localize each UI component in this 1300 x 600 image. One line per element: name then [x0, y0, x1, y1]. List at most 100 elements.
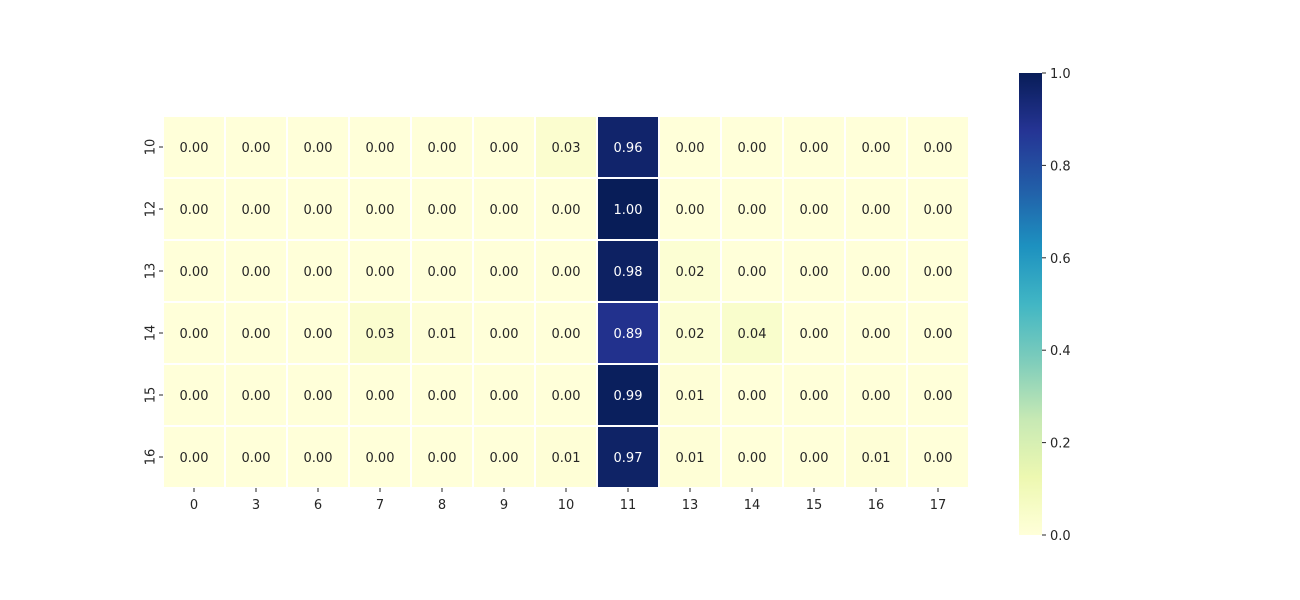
- heatmap-cell: [658, 301, 722, 365]
- colorbar-tick-label: 1.0: [1050, 67, 1071, 82]
- heatmap-cell: [286, 301, 350, 365]
- heatmap-cell: [534, 177, 598, 241]
- cell-value-label: 0.00: [180, 451, 209, 466]
- cell-value-label: 0.03: [366, 327, 395, 342]
- y-tick-label: 15: [144, 387, 159, 404]
- heatmap-cell: [906, 425, 970, 489]
- heatmap-cell: [782, 239, 846, 303]
- cell-value-label: 0.00: [862, 389, 891, 404]
- x-tick-label: 3: [252, 498, 260, 513]
- heatmap-cell: [348, 363, 412, 427]
- cell-value-label: 0.96: [614, 141, 643, 156]
- cell-value-label: 0.00: [490, 451, 519, 466]
- heatmap-cell: [410, 239, 474, 303]
- cell-value-label: 0.00: [490, 265, 519, 280]
- cell-value-label: 0.00: [800, 265, 829, 280]
- cell-value-label: 0.00: [738, 203, 767, 218]
- cell-value-label: 0.00: [304, 265, 333, 280]
- heatmap-cell: [286, 425, 350, 489]
- heatmap-cell: [596, 301, 660, 365]
- cell-value-label: 0.00: [304, 203, 333, 218]
- heatmap-cell: [720, 425, 784, 489]
- heatmap-cell: [348, 425, 412, 489]
- heatmap-cell: [224, 115, 288, 179]
- cell-value-label: 0.00: [800, 451, 829, 466]
- cell-value-label: 0.00: [304, 141, 333, 156]
- cell-value-label: 0.01: [552, 451, 581, 466]
- heatmap-cell: [906, 363, 970, 427]
- heatmap-cell: [658, 425, 722, 489]
- y-axis: 10 12 13 14 15 16: [144, 139, 163, 465]
- cell-value-label: 0.00: [924, 451, 953, 466]
- cell-value-label: 0.00: [800, 389, 829, 404]
- colorbar-tick-label: 0.6: [1050, 252, 1071, 267]
- cell-value-label: 0.00: [862, 327, 891, 342]
- cell-value-label: 0.00: [862, 203, 891, 218]
- cell-value-label: 0.00: [428, 389, 457, 404]
- heatmap-cell: [534, 363, 598, 427]
- cell-value-label: 0.00: [862, 265, 891, 280]
- y-tick-label: 12: [144, 201, 159, 218]
- x-tick-label: 8: [438, 498, 446, 513]
- heatmap-cell: [720, 301, 784, 365]
- x-tick-label: 13: [682, 498, 699, 513]
- cell-value-label: 0.00: [924, 141, 953, 156]
- cell-value-label: 0.00: [242, 327, 271, 342]
- heatmap-cell: [844, 425, 908, 489]
- cell-value-label: 0.00: [552, 265, 581, 280]
- heatmap-cell: [348, 177, 412, 241]
- heatmap-cell: [658, 177, 722, 241]
- cell-value-label: 0.00: [304, 389, 333, 404]
- colorbar-tick-label: 0.0: [1050, 529, 1071, 544]
- cell-value-label: 0.00: [924, 203, 953, 218]
- cell-value-label: 0.01: [676, 451, 705, 466]
- cell-value-label: 0.01: [862, 451, 891, 466]
- y-tick-label: 14: [144, 325, 159, 342]
- heatmap-cell: [162, 425, 226, 489]
- heatmap-cell: [286, 363, 350, 427]
- x-axis: 0 3 6 7 8 9 10 11 13 14 15 16 17: [190, 488, 946, 513]
- cell-value-label: 0.02: [676, 327, 705, 342]
- cell-value-label: 0.00: [738, 265, 767, 280]
- cell-value-label: 0.00: [490, 141, 519, 156]
- cell-value-label: 0.00: [490, 327, 519, 342]
- cell-value-label: 0.00: [428, 265, 457, 280]
- cell-value-label: 0.98: [614, 265, 643, 280]
- cell-value-label: 0.00: [366, 203, 395, 218]
- x-tick-label: 17: [930, 498, 947, 513]
- cell-value-label: 0.00: [242, 203, 271, 218]
- heatmap-cell: [782, 301, 846, 365]
- colorbar-ticks: 0.0 0.2 0.4 0.6 0.8 1.0: [1042, 67, 1071, 544]
- heatmap-cell: [782, 425, 846, 489]
- heatmap-cell: [844, 363, 908, 427]
- cell-value-label: 0.00: [800, 203, 829, 218]
- x-tick-label: 16: [868, 498, 885, 513]
- heatmap-cell: [472, 177, 536, 241]
- cell-value-label: 0.00: [428, 141, 457, 156]
- cell-value-label: 0.00: [242, 451, 271, 466]
- x-tick-label: 10: [558, 498, 575, 513]
- cell-value-label: 0.00: [552, 203, 581, 218]
- heatmap-cell: [534, 301, 598, 365]
- x-tick-label: 0: [190, 498, 198, 513]
- heatmap-cell: [596, 177, 660, 241]
- heatmap-cell: [906, 239, 970, 303]
- cell-value-label: 0.97: [614, 451, 643, 466]
- heatmap-cell: [472, 115, 536, 179]
- x-tick-label: 7: [376, 498, 384, 513]
- cell-value-label: 0.89: [614, 327, 643, 342]
- cell-value-label: 0.00: [366, 389, 395, 404]
- cell-value-label: 0.00: [800, 327, 829, 342]
- heatmap-cell: [720, 177, 784, 241]
- cell-value-label: 1.00: [614, 203, 643, 218]
- cell-value-label: 0.00: [428, 203, 457, 218]
- cell-value-label: 0.02: [676, 265, 705, 280]
- x-tick-label: 6: [314, 498, 322, 513]
- cell-value-label: 0.04: [738, 327, 767, 342]
- y-tick-label: 13: [144, 263, 159, 280]
- heatmap-cell: [224, 425, 288, 489]
- heatmap-cell: [720, 239, 784, 303]
- cell-value-label: 0.00: [428, 451, 457, 466]
- x-tick-label: 15: [806, 498, 823, 513]
